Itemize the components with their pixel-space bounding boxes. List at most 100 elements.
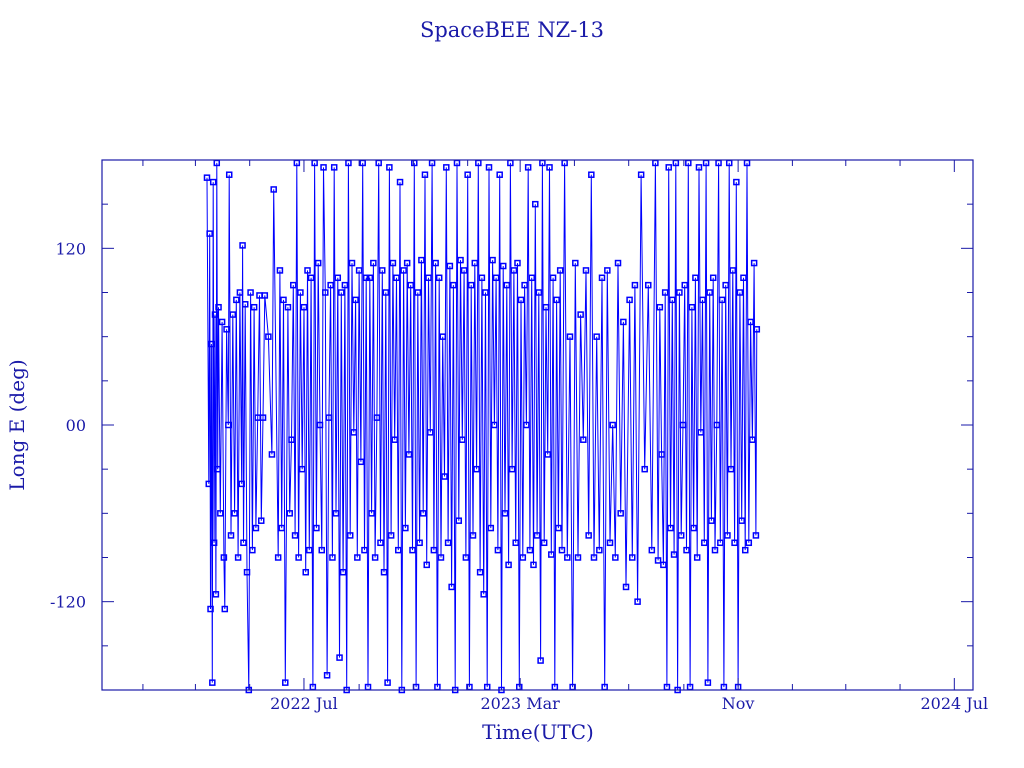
data-point <box>306 546 313 554</box>
data-point <box>537 657 544 664</box>
data-point <box>421 171 429 178</box>
data-point <box>491 421 498 429</box>
data-point <box>677 532 685 539</box>
data-point <box>524 164 532 171</box>
data-point <box>724 532 731 539</box>
data-point <box>225 171 233 178</box>
data-point <box>670 551 678 558</box>
data-point <box>546 164 553 171</box>
data-point <box>467 281 475 289</box>
data-point <box>238 480 245 488</box>
data-point <box>265 333 272 340</box>
data-point <box>325 414 333 421</box>
data-point <box>540 539 548 547</box>
data-point <box>489 256 496 264</box>
data-point <box>496 171 503 178</box>
data-point <box>225 421 232 429</box>
data-point <box>722 281 729 289</box>
data-point <box>243 568 251 576</box>
data-point <box>249 546 256 554</box>
data-point <box>314 259 322 267</box>
data-point <box>288 436 295 443</box>
data-point <box>598 274 606 282</box>
data-point <box>482 289 489 296</box>
data-point <box>259 414 267 421</box>
y-axis-label: Long E (deg) <box>5 359 29 490</box>
data-point <box>236 289 244 296</box>
data-point <box>654 557 662 564</box>
data-point <box>645 281 652 289</box>
data-point <box>471 259 479 267</box>
data-point <box>729 267 737 274</box>
data-point <box>620 318 627 326</box>
data-point <box>416 539 423 547</box>
data-point <box>362 274 370 282</box>
data-point <box>350 429 358 436</box>
data-point <box>462 554 470 561</box>
data-point <box>514 259 521 267</box>
data-point <box>695 164 703 171</box>
data-point <box>683 546 690 554</box>
data-point <box>499 262 507 270</box>
data-point <box>517 296 525 304</box>
data-point <box>207 605 214 613</box>
data-point <box>393 274 400 282</box>
data-point <box>250 303 258 311</box>
data-point <box>558 546 566 554</box>
data-point <box>329 554 336 561</box>
data-point <box>697 429 705 436</box>
data-point <box>214 465 221 473</box>
data-point <box>457 256 464 264</box>
data-point <box>706 289 713 296</box>
data-point <box>346 532 354 539</box>
data-point <box>430 546 438 554</box>
data-point <box>588 171 595 178</box>
data-point <box>469 532 477 539</box>
data-point <box>553 296 560 304</box>
data-point <box>750 259 758 267</box>
data-point <box>210 539 218 547</box>
data-point <box>316 421 324 429</box>
data-point <box>648 546 656 554</box>
data-point <box>604 267 611 274</box>
data-point <box>290 281 297 289</box>
data-point <box>387 532 395 539</box>
data-point <box>533 532 541 539</box>
data-point <box>582 267 590 274</box>
data-point <box>523 421 530 429</box>
data-point <box>526 546 534 554</box>
data-point <box>298 465 306 473</box>
data-point <box>637 171 645 178</box>
data-point <box>512 539 519 547</box>
data-point <box>355 267 363 274</box>
data-point <box>304 267 311 274</box>
data-point <box>403 259 411 267</box>
data-point <box>205 480 213 488</box>
data-point <box>596 546 603 554</box>
data-point <box>617 510 624 517</box>
data-point <box>407 281 414 289</box>
data-point <box>459 436 466 443</box>
data-point <box>717 539 724 547</box>
data-point <box>713 421 721 429</box>
data-point <box>480 591 487 598</box>
data-point <box>544 451 551 458</box>
y-tick-label: -120 <box>50 593 86 612</box>
data-point <box>274 554 282 561</box>
data-point <box>211 311 219 318</box>
data-point <box>738 517 745 524</box>
data-point <box>676 289 683 296</box>
data-point <box>278 524 285 532</box>
data-point <box>612 554 619 561</box>
data-point <box>494 546 502 554</box>
data-point <box>733 178 740 186</box>
data-point <box>701 539 708 547</box>
data-point <box>478 274 486 282</box>
data-point <box>231 510 238 517</box>
data-point <box>460 267 468 274</box>
data-point <box>402 524 409 532</box>
data-point <box>330 164 338 171</box>
data-point <box>252 524 260 532</box>
data-point <box>276 267 284 274</box>
data-point <box>212 591 220 598</box>
